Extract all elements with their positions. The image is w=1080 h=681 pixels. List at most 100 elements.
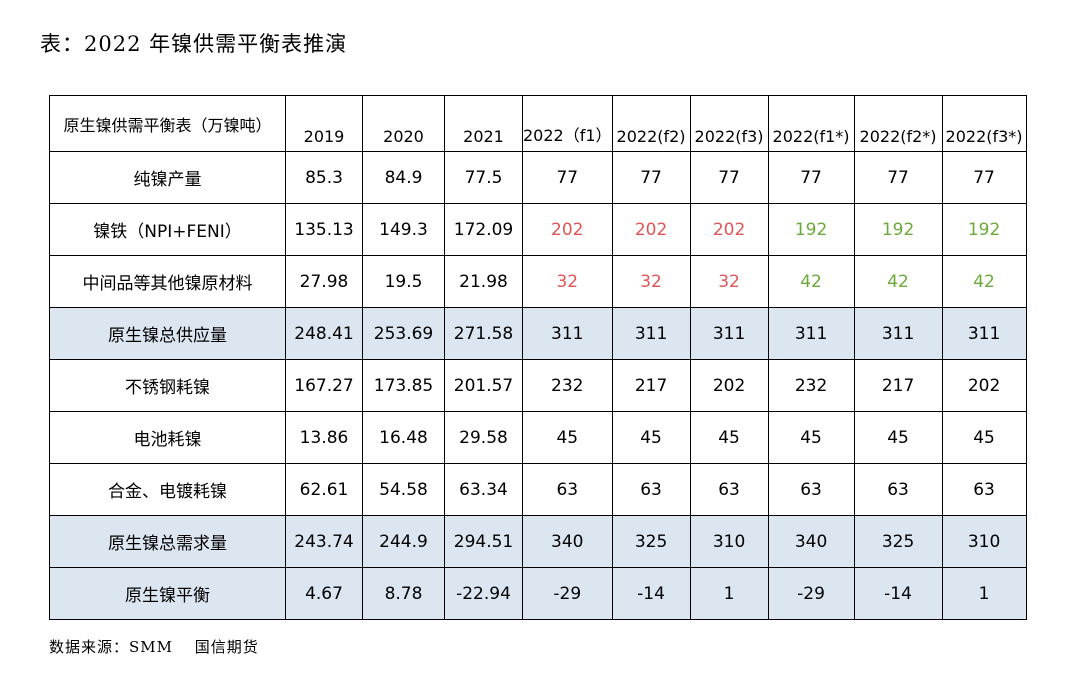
table-cell: 63 bbox=[853, 463, 943, 516]
table-cell: 1 bbox=[689, 567, 769, 620]
table-cell: 16.48 bbox=[362, 411, 445, 464]
row-label: 原生镍总供应量 bbox=[49, 307, 286, 360]
table-cell: 202 bbox=[941, 359, 1027, 412]
table-cell: 271.58 bbox=[444, 307, 523, 360]
row-label: 电池耗镍 bbox=[49, 411, 286, 464]
table-cell: 77 bbox=[522, 151, 613, 204]
table-cell: 217 bbox=[611, 359, 691, 412]
table-cell: 45 bbox=[522, 411, 613, 464]
table-cell: 84.9 bbox=[362, 151, 445, 204]
table-cell: 1 bbox=[941, 567, 1027, 620]
table-cell: 32 bbox=[689, 255, 769, 308]
column-header: 原生镍供需平衡表（万镍吨） bbox=[49, 95, 286, 152]
table-cell: 63 bbox=[522, 463, 613, 516]
table-cell: 29.58 bbox=[444, 411, 523, 464]
table-cell: 77 bbox=[767, 151, 855, 204]
table-cell: 77 bbox=[611, 151, 691, 204]
table-cell: 192 bbox=[767, 203, 855, 256]
table-row: 原生镍总供应量 248.41 253.69 271.58 311 311 311 311 311… bbox=[49, 307, 1027, 360]
column-header: 2022(f3) bbox=[689, 95, 769, 152]
row-label: 中间品等其他镍原材料 bbox=[49, 255, 286, 308]
table-cell: 253.69 bbox=[362, 307, 445, 360]
column-header: 2019 bbox=[285, 95, 363, 152]
table-cell: 21.98 bbox=[444, 255, 523, 308]
table-cell: 310 bbox=[689, 515, 769, 568]
table-cell: 294.51 bbox=[444, 515, 523, 568]
table-cell: 19.5 bbox=[362, 255, 445, 308]
table-cell: 173.85 bbox=[362, 359, 445, 412]
table-cell: 167.27 bbox=[285, 359, 363, 412]
table-cell: 135.13 bbox=[285, 203, 363, 256]
table-cell: 202 bbox=[689, 359, 769, 412]
table-cell: 63 bbox=[941, 463, 1027, 516]
table-cell: 172.09 bbox=[444, 203, 523, 256]
table-cell: 63 bbox=[689, 463, 769, 516]
table-cell: 4.67 bbox=[285, 567, 363, 620]
table-cell: 63 bbox=[767, 463, 855, 516]
column-header: 2022(f2*) bbox=[853, 95, 943, 152]
table-row: 合金、电镀耗镍 62.61 54.58 63.34 63 63 63 63 63 63 bbox=[49, 463, 1027, 516]
data-source: 数据来源：SMM 国信期货 bbox=[49, 638, 259, 656]
page-title: 表：2022 年镍供需平衡表推演 bbox=[40, 32, 348, 56]
row-label: 纯镍产量 bbox=[49, 151, 286, 204]
table-cell: 77 bbox=[689, 151, 769, 204]
table-cell: 77 bbox=[853, 151, 943, 204]
table-cell: 54.58 bbox=[362, 463, 445, 516]
column-header: 2022(f1*) bbox=[767, 95, 855, 152]
column-header: 2022(f3*) bbox=[941, 95, 1027, 152]
table-cell: 243.74 bbox=[285, 515, 363, 568]
column-header: 2022（f1） bbox=[522, 95, 613, 152]
table-cell: 192 bbox=[941, 203, 1027, 256]
nickel-balance-table: 原生镍供需平衡表（万镍吨） 2019 2020 2021 2022（f1） 2022(f2… bbox=[49, 95, 1027, 620]
table-cell: 8.78 bbox=[362, 567, 445, 620]
table-cell: 232 bbox=[522, 359, 613, 412]
table-cell: 42 bbox=[767, 255, 855, 308]
column-header: 2022(f2) bbox=[611, 95, 691, 152]
row-label: 镍铁（NPI+FENI） bbox=[49, 203, 286, 256]
table-cell: -14 bbox=[611, 567, 691, 620]
table-cell: 45 bbox=[689, 411, 769, 464]
table-header-row: 原生镍供需平衡表（万镍吨） 2019 2020 2021 2022（f1） 2022(f2… bbox=[49, 95, 1027, 152]
table-cell: 63.34 bbox=[444, 463, 523, 516]
table-cell: 202 bbox=[689, 203, 769, 256]
table-cell: 244.9 bbox=[362, 515, 445, 568]
table-cell: 63 bbox=[611, 463, 691, 516]
table-cell: -29 bbox=[522, 567, 613, 620]
table-cell: 325 bbox=[611, 515, 691, 568]
table-cell: 27.98 bbox=[285, 255, 363, 308]
column-header: 2020 bbox=[362, 95, 445, 152]
table-row: 原生镍总需求量 243.74 244.9 294.51 340 325 310 340 325 3… bbox=[49, 515, 1027, 568]
table-cell: 311 bbox=[767, 307, 855, 360]
table-cell: 325 bbox=[853, 515, 943, 568]
table-cell: 202 bbox=[522, 203, 613, 256]
row-label: 原生镍平衡 bbox=[49, 567, 286, 620]
row-label: 合金、电镀耗镍 bbox=[49, 463, 286, 516]
table-cell: 340 bbox=[767, 515, 855, 568]
table-cell: 45 bbox=[941, 411, 1027, 464]
table-cell: 248.41 bbox=[285, 307, 363, 360]
table-cell: 311 bbox=[522, 307, 613, 360]
table-cell: 311 bbox=[853, 307, 943, 360]
table-cell: -22.94 bbox=[444, 567, 523, 620]
table-cell: 311 bbox=[941, 307, 1027, 360]
table-cell: 232 bbox=[767, 359, 855, 412]
table-row: 不锈钢耗镍 167.27 173.85 201.57 232 217 202 232 217 20… bbox=[49, 359, 1027, 412]
table-row: 中间品等其他镍原材料 27.98 19.5 21.98 32 32 32 42 42 42 bbox=[49, 255, 1027, 308]
table-cell: -29 bbox=[767, 567, 855, 620]
table-cell: 42 bbox=[853, 255, 943, 308]
table-cell: 311 bbox=[689, 307, 769, 360]
column-header: 2021 bbox=[444, 95, 523, 152]
table-cell: 32 bbox=[522, 255, 613, 308]
row-label: 不锈钢耗镍 bbox=[49, 359, 286, 412]
table-row: 纯镍产量 85.3 84.9 77.5 77 77 77 77 77 77 bbox=[49, 151, 1027, 204]
table-cell: 85.3 bbox=[285, 151, 363, 204]
table-cell: 311 bbox=[611, 307, 691, 360]
table-cell: 340 bbox=[522, 515, 613, 568]
table-cell: 62.61 bbox=[285, 463, 363, 516]
table-row: 镍铁（NPI+FENI） 135.13 149.3 172.09 202 202 202 19… bbox=[49, 203, 1027, 256]
table-cell: 202 bbox=[611, 203, 691, 256]
table-cell: -14 bbox=[853, 567, 943, 620]
table-cell: 13.86 bbox=[285, 411, 363, 464]
table-cell: 45 bbox=[853, 411, 943, 464]
table-cell: 32 bbox=[611, 255, 691, 308]
